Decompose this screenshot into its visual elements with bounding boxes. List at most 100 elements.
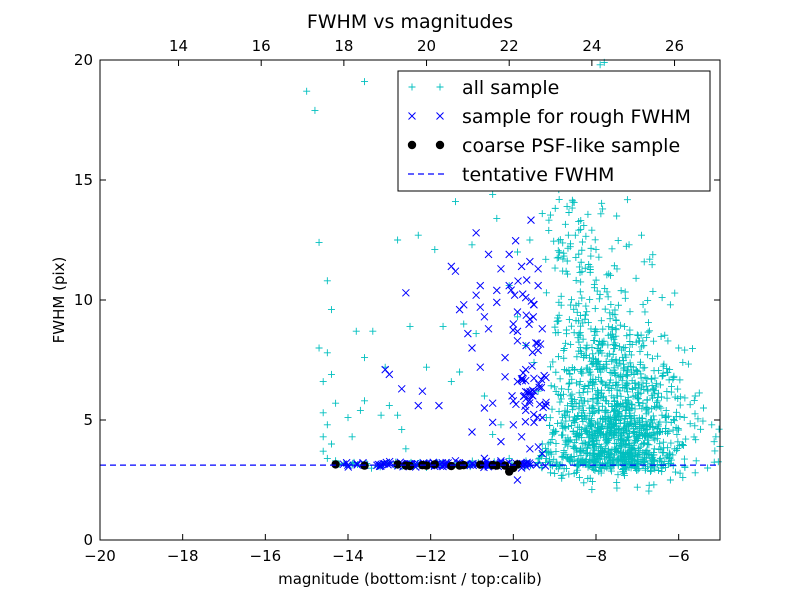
all-sample-point bbox=[623, 332, 631, 340]
all-sample-point bbox=[610, 340, 618, 348]
all-sample-point bbox=[597, 469, 605, 477]
rough-sample-point bbox=[480, 454, 489, 463]
all-sample-point bbox=[327, 306, 335, 314]
all-sample-point bbox=[628, 444, 636, 452]
all-sample-point bbox=[564, 434, 572, 442]
all-sample-point bbox=[596, 463, 604, 471]
all-sample-point bbox=[551, 323, 559, 331]
rough-sample-point bbox=[497, 264, 505, 273]
all-sample-point bbox=[571, 231, 579, 239]
all-sample-point bbox=[581, 264, 589, 272]
rough-sample-point bbox=[526, 444, 534, 453]
all-sample-point bbox=[550, 237, 558, 245]
all-sample-point bbox=[670, 373, 678, 381]
coarse-psf-point bbox=[393, 460, 402, 469]
all-sample-point bbox=[595, 373, 603, 381]
legend-label: tentative FWHM bbox=[462, 164, 614, 186]
all-sample-point bbox=[598, 199, 606, 207]
all-sample-point bbox=[577, 312, 585, 320]
all-sample-point bbox=[644, 319, 652, 327]
all-sample-point bbox=[563, 330, 571, 338]
all-sample-point bbox=[624, 394, 632, 402]
all-sample-point bbox=[565, 380, 573, 388]
all-sample-point bbox=[625, 241, 633, 249]
all-sample-point bbox=[590, 457, 598, 465]
all-sample-point bbox=[624, 433, 632, 441]
all-sample-point bbox=[563, 408, 571, 416]
rough-sample-point bbox=[521, 365, 530, 374]
all-sample-point bbox=[620, 470, 628, 478]
rough-sample-point bbox=[538, 324, 547, 333]
all-sample-point bbox=[569, 198, 577, 206]
all-sample-point bbox=[704, 464, 712, 472]
all-sample-point bbox=[679, 440, 687, 448]
all-sample-point bbox=[610, 262, 618, 270]
all-sample-point bbox=[576, 381, 584, 389]
all-sample-point bbox=[664, 368, 672, 376]
rough-sample-point bbox=[484, 250, 493, 259]
rough-sample-point bbox=[512, 400, 520, 409]
all-sample-point bbox=[619, 438, 627, 446]
all-sample-point bbox=[584, 463, 592, 471]
all-sample-point bbox=[542, 255, 550, 263]
all-sample-point bbox=[629, 429, 637, 437]
rough-sample-point bbox=[435, 401, 443, 410]
all-sample-point bbox=[599, 325, 607, 333]
all-sample-point bbox=[552, 439, 560, 447]
all-sample-point bbox=[658, 372, 666, 380]
all-sample-point bbox=[545, 216, 553, 224]
all-sample-point bbox=[620, 428, 628, 436]
all-sample-point bbox=[513, 248, 521, 256]
all-sample-point bbox=[644, 351, 652, 359]
all-sample-point bbox=[628, 368, 636, 376]
rough-sample-point bbox=[418, 387, 427, 396]
all-sample-point bbox=[646, 255, 654, 263]
rough-sample-point bbox=[522, 276, 531, 284]
rough-sample-point bbox=[538, 413, 547, 422]
all-sample-point bbox=[715, 425, 723, 433]
all-sample-point bbox=[640, 439, 648, 447]
all-sample-point bbox=[562, 417, 570, 425]
all-sample-point bbox=[555, 248, 563, 256]
all-sample-point bbox=[674, 424, 682, 432]
all-sample-point bbox=[564, 422, 572, 430]
all-sample-point bbox=[670, 417, 678, 425]
all-sample-point bbox=[568, 390, 576, 398]
all-sample-point bbox=[665, 427, 673, 435]
rough-sample-point bbox=[505, 250, 514, 259]
all-sample-point bbox=[667, 388, 675, 396]
all-sample-point bbox=[591, 466, 599, 474]
all-sample-point bbox=[699, 404, 707, 412]
all-sample-point bbox=[472, 330, 480, 338]
rough-sample-point bbox=[468, 428, 476, 436]
all-sample-point bbox=[673, 447, 681, 455]
rough-sample-point bbox=[480, 404, 489, 412]
rough-sample-point bbox=[526, 315, 534, 324]
all-sample-point bbox=[315, 238, 323, 246]
all-sample-point bbox=[657, 445, 665, 453]
all-sample-point bbox=[592, 276, 600, 284]
all-sample-point bbox=[662, 406, 670, 414]
all-sample-point bbox=[596, 428, 604, 436]
rough-sample-point bbox=[509, 396, 518, 405]
all-sample-point bbox=[623, 418, 631, 426]
rough-sample-point bbox=[521, 406, 530, 415]
all-sample-point bbox=[644, 440, 652, 448]
all-sample-point bbox=[569, 397, 577, 405]
rough-sample-point bbox=[519, 392, 528, 401]
all-sample-point bbox=[593, 328, 601, 336]
all-sample-point bbox=[555, 317, 563, 325]
all-sample-point bbox=[591, 305, 599, 313]
all-sample-point bbox=[560, 354, 568, 362]
all-sample-point bbox=[603, 271, 611, 279]
y-tick-label: 5 bbox=[83, 411, 93, 429]
all-sample-point bbox=[489, 190, 497, 198]
all-sample-point bbox=[564, 385, 572, 393]
all-sample-point bbox=[612, 447, 620, 455]
all-sample-point bbox=[646, 468, 654, 476]
all-sample-point bbox=[568, 375, 576, 383]
all-sample-point bbox=[332, 399, 340, 407]
all-sample-point bbox=[577, 457, 585, 465]
all-sample-point bbox=[691, 469, 699, 477]
all-sample-point bbox=[460, 320, 468, 328]
